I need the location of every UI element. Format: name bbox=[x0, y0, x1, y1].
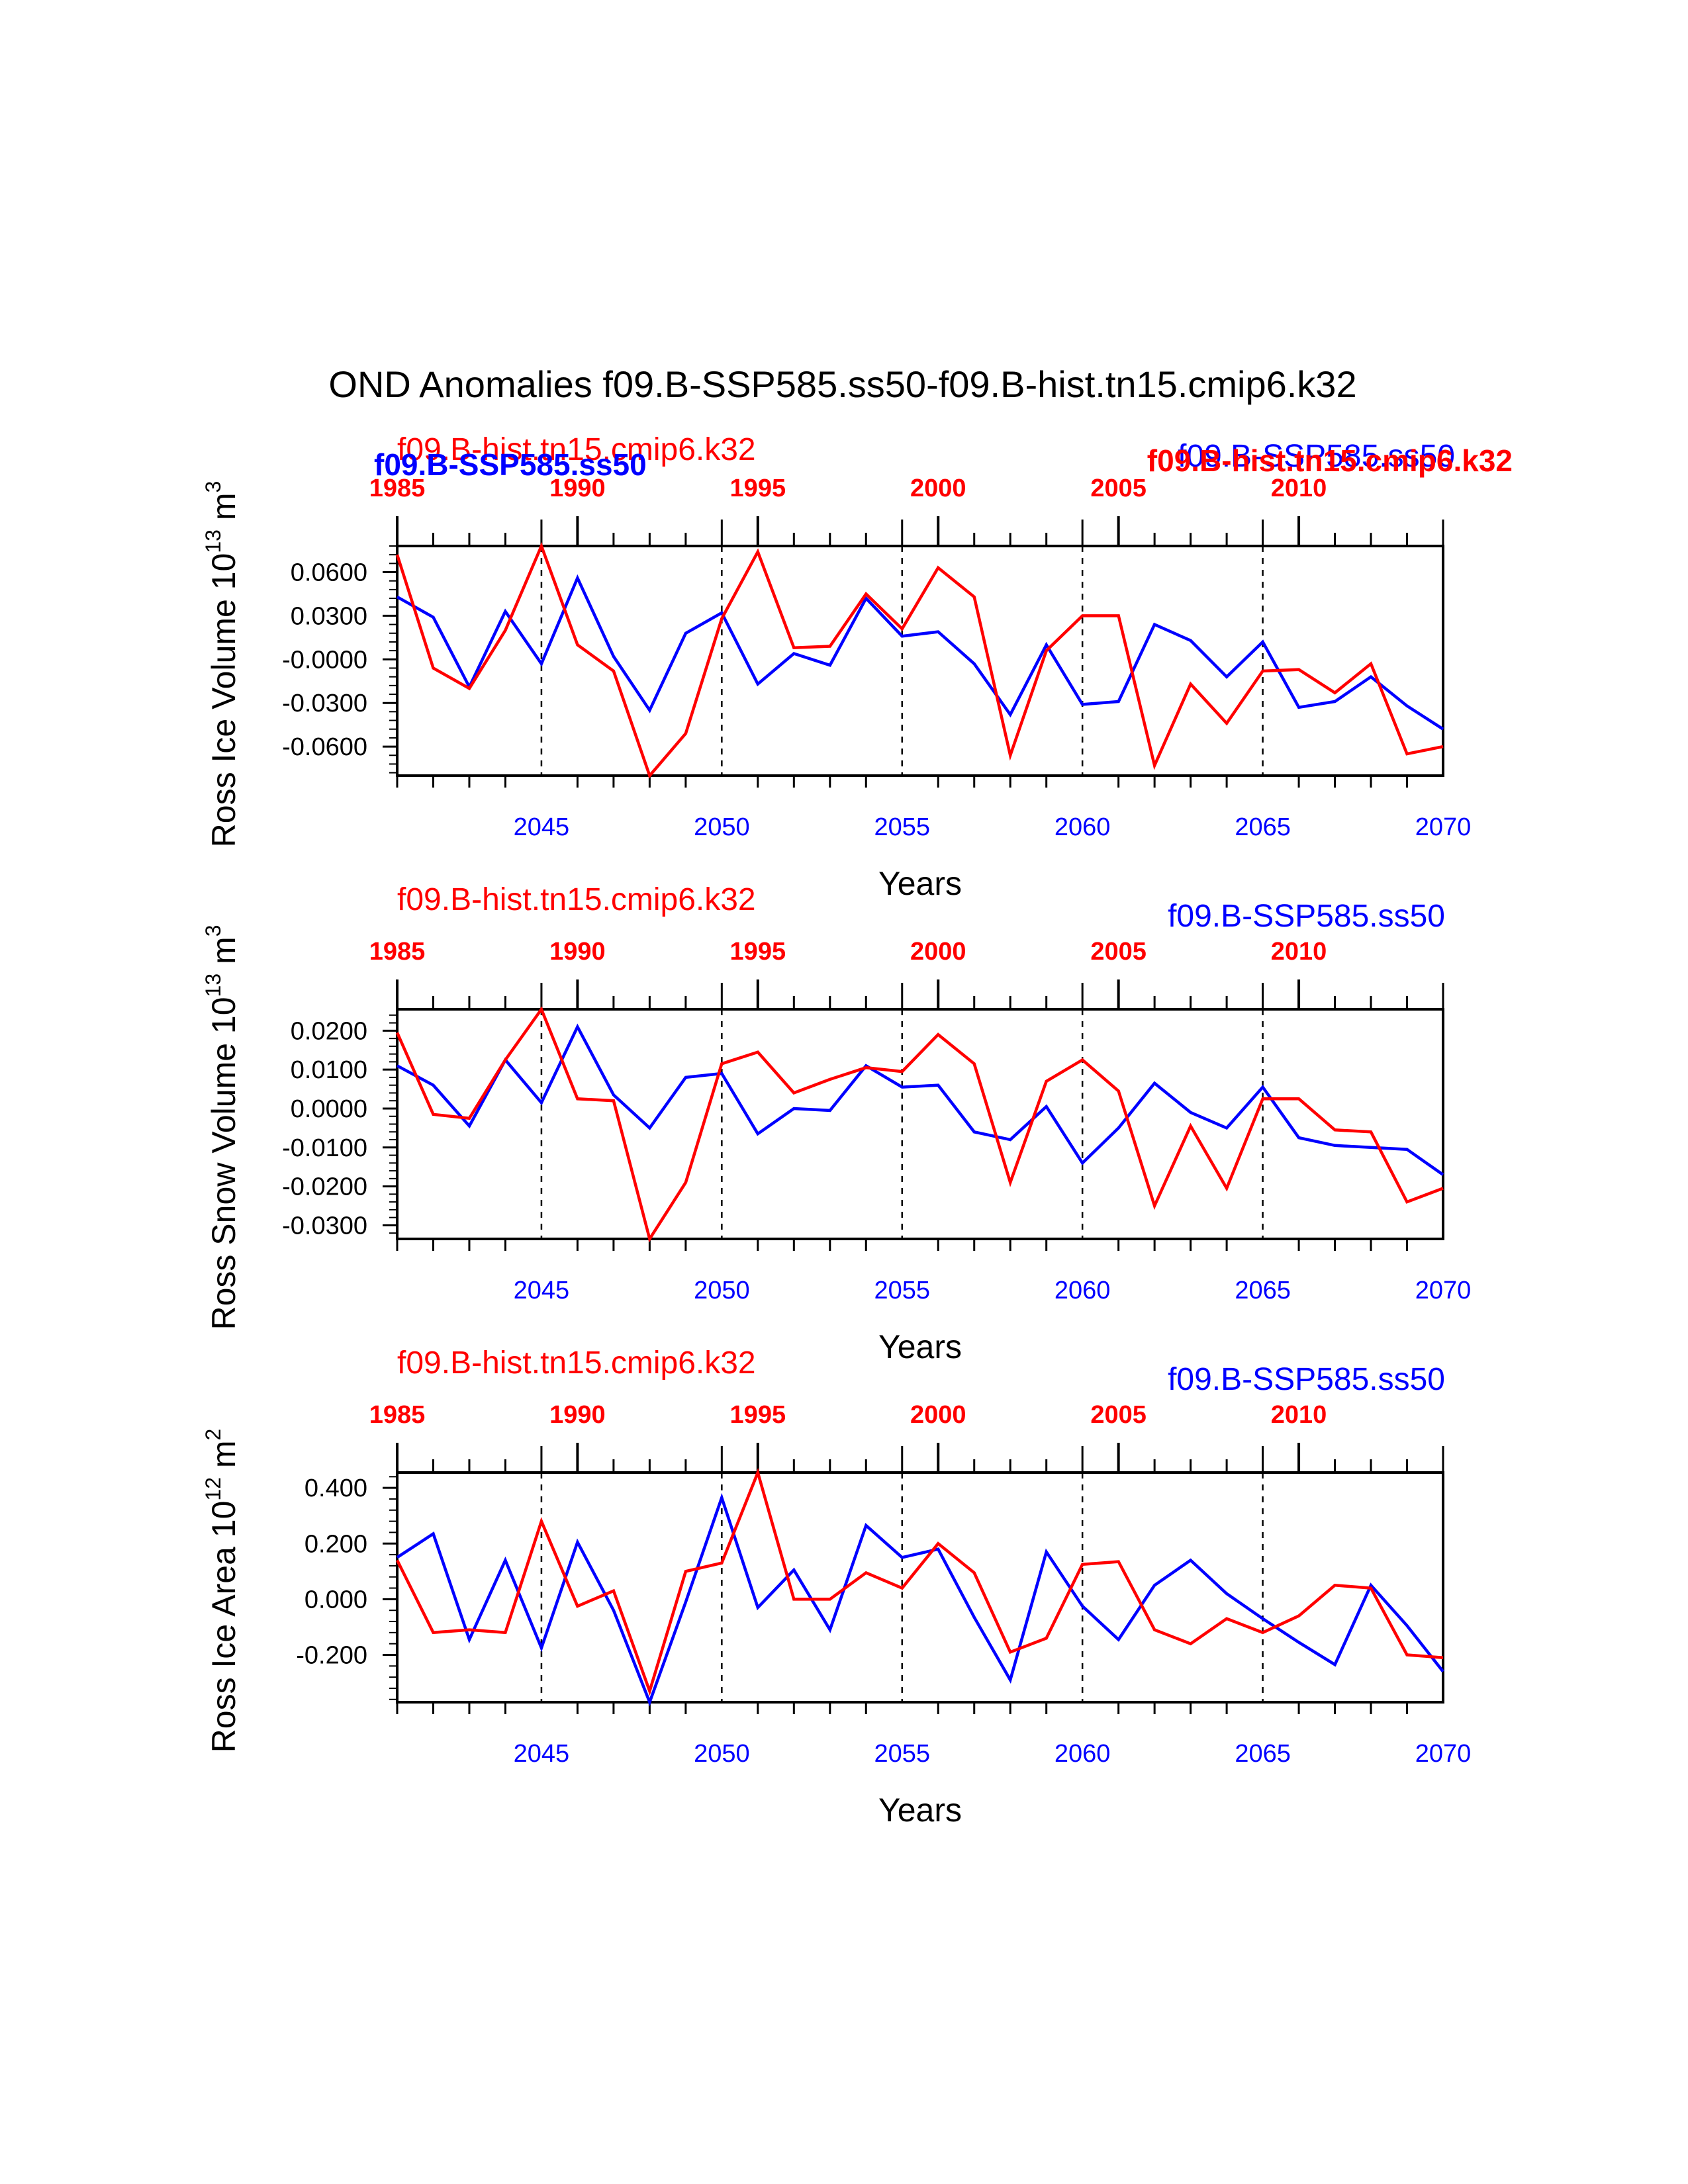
y-tick-label: 0.0600 bbox=[291, 559, 367, 587]
bottom-tick-label: 2065 bbox=[1235, 1277, 1291, 1304]
y-tick-label: 0.000 bbox=[305, 1586, 367, 1614]
overlay-ssp-label: f09.B-SSP585.ss50 bbox=[1178, 439, 1455, 474]
x-axis-label: Years bbox=[878, 1328, 962, 1365]
y-axis-label-unit: m bbox=[205, 1440, 242, 1477]
y-axis-label-exp: 13 bbox=[201, 529, 225, 553]
panel-ice-area: f09.B-hist.tn15.cmip6.k32 f09.B-SSP585.ss… bbox=[201, 1345, 1471, 1829]
top-tick-label: 2005 bbox=[1090, 475, 1147, 502]
top-tick-label: 2000 bbox=[910, 1401, 966, 1429]
series-label-ssp: f09.B-SSP585.ss50 bbox=[1168, 899, 1445, 934]
top-tick-label: 1990 bbox=[549, 475, 606, 502]
overlay-hist-label: f09.B-hist.tn15.cmip6.k32 bbox=[397, 432, 756, 467]
x-axis-label: Years bbox=[878, 865, 962, 902]
top-tick-label: 2000 bbox=[910, 475, 966, 502]
bottom-tick-label: 2060 bbox=[1055, 813, 1111, 841]
bottom-tick-label: 2060 bbox=[1055, 1277, 1111, 1304]
top-tick-label: 1995 bbox=[730, 938, 786, 966]
x-axis-label: Years bbox=[878, 1792, 962, 1829]
y-axis-label-exp: 13 bbox=[201, 974, 225, 997]
series-label-hist: f09.B-hist.tn15.cmip6.k32 bbox=[397, 1345, 756, 1381]
overlay-hist-bold-label: f09.B-hist.tn15.cmip6.k32 bbox=[1147, 443, 1513, 478]
top-tick-label: 1995 bbox=[730, 475, 786, 502]
y-axis-label: Ross Ice Volume 1013 m3 bbox=[201, 481, 242, 848]
series-line bbox=[395, 1468, 1444, 1696]
bottom-tick-label: 2055 bbox=[874, 813, 930, 841]
top-tick-label: 2010 bbox=[1271, 938, 1327, 966]
plot-frame bbox=[396, 1471, 1444, 1704]
series-line bbox=[396, 1023, 1444, 1176]
bottom-tick-label: 2070 bbox=[1415, 1277, 1472, 1304]
series-line bbox=[395, 541, 1444, 779]
bottom-tick-label: 2065 bbox=[1235, 813, 1291, 841]
bottom-tick-label: 2055 bbox=[874, 1277, 930, 1304]
top-tick-label: 1990 bbox=[549, 938, 606, 966]
bottom-tick-label: 2055 bbox=[874, 1740, 930, 1768]
y-tick-label: 0.0300 bbox=[291, 602, 367, 630]
y-tick-label: -0.0300 bbox=[282, 1212, 367, 1240]
y-axis-label-unit-exp: 2 bbox=[201, 1429, 225, 1441]
panel-ice-volume: 1985 1990 1995 2000 2005 2010 2045 2050 2055 2060… bbox=[201, 475, 1471, 902]
top-tick-label: 1995 bbox=[730, 1401, 786, 1429]
y-tick-label: -0.0100 bbox=[282, 1134, 367, 1162]
overlay-ssp-bold-label: f09.B-SSP585.ss50 bbox=[374, 447, 647, 482]
y-tick-label: -0.0000 bbox=[282, 646, 367, 674]
y-axis-label-text: Ross Ice Area 10 bbox=[205, 1501, 242, 1753]
top-tick-label: 2010 bbox=[1271, 1401, 1327, 1429]
top-tick-label: 2005 bbox=[1090, 938, 1147, 966]
y-axis-label-text: Ross Snow Volume 10 bbox=[205, 997, 242, 1330]
top-tick-label: 2010 bbox=[1271, 475, 1327, 502]
plot-frame bbox=[396, 545, 1444, 777]
bottom-tick-label: 2045 bbox=[514, 1277, 570, 1304]
series-line bbox=[395, 1006, 1444, 1243]
y-axis-label-text: Ross Ice Volume 10 bbox=[205, 553, 242, 848]
y-axis-label: Ross Ice Area 1012 m2 bbox=[201, 1429, 242, 1753]
series-line bbox=[396, 574, 1444, 731]
y-tick-label: 0.0000 bbox=[291, 1095, 367, 1123]
bottom-tick-label: 2060 bbox=[1055, 1740, 1111, 1768]
y-axis-label-unit: m bbox=[205, 936, 242, 974]
y-tick-label: 0.0200 bbox=[291, 1017, 367, 1045]
y-axis-label-exp: 12 bbox=[201, 1477, 225, 1501]
y-axis-label: Ross Snow Volume 1013 m3 bbox=[201, 925, 242, 1330]
figure-title: OND Anomalies f09.B-SSP585.ss50-f09.B-hi… bbox=[328, 363, 1356, 405]
bottom-tick-label: 2050 bbox=[694, 1277, 750, 1304]
y-axis-label-unit: m bbox=[205, 492, 242, 529]
y-tick-label: -0.0200 bbox=[282, 1173, 367, 1201]
series-label-ssp: f09.B-SSP585.ss50 bbox=[1168, 1362, 1445, 1397]
bottom-tick-label: 2045 bbox=[514, 813, 570, 841]
bottom-tick-label: 2065 bbox=[1235, 1740, 1291, 1768]
y-tick-label: 0.0100 bbox=[291, 1056, 367, 1084]
top-tick-label: 2000 bbox=[910, 938, 966, 966]
top-tick-label: 1985 bbox=[369, 1401, 426, 1429]
y-tick-label: 0.200 bbox=[305, 1530, 367, 1558]
y-axis-label-unit-exp: 3 bbox=[201, 925, 225, 937]
bottom-tick-label: 2070 bbox=[1415, 1740, 1472, 1768]
y-axis-label-unit-exp: 3 bbox=[201, 481, 225, 493]
bottom-tick-label: 2050 bbox=[694, 1740, 750, 1768]
y-tick-label: -0.0300 bbox=[282, 690, 367, 717]
top-tick-label: 1990 bbox=[549, 1401, 606, 1429]
top-tick-label: 1985 bbox=[369, 938, 426, 966]
top-tick-label: 1985 bbox=[369, 475, 426, 502]
y-tick-label: -0.0600 bbox=[282, 733, 367, 761]
bottom-tick-label: 2070 bbox=[1415, 813, 1472, 841]
y-tick-label: -0.200 bbox=[296, 1641, 367, 1669]
y-tick-label: 0.400 bbox=[305, 1475, 367, 1502]
bottom-tick-label: 2050 bbox=[694, 813, 750, 841]
panel-snow-volume: f09.B-hist.tn15.cmip6.k32 f09.B-SSP585.ss… bbox=[201, 882, 1471, 1365]
bottom-tick-label: 2045 bbox=[514, 1740, 570, 1768]
top-tick-label: 2005 bbox=[1090, 1401, 1147, 1429]
series-label-hist: f09.B-hist.tn15.cmip6.k32 bbox=[397, 882, 756, 917]
series-line bbox=[396, 1492, 1444, 1707]
